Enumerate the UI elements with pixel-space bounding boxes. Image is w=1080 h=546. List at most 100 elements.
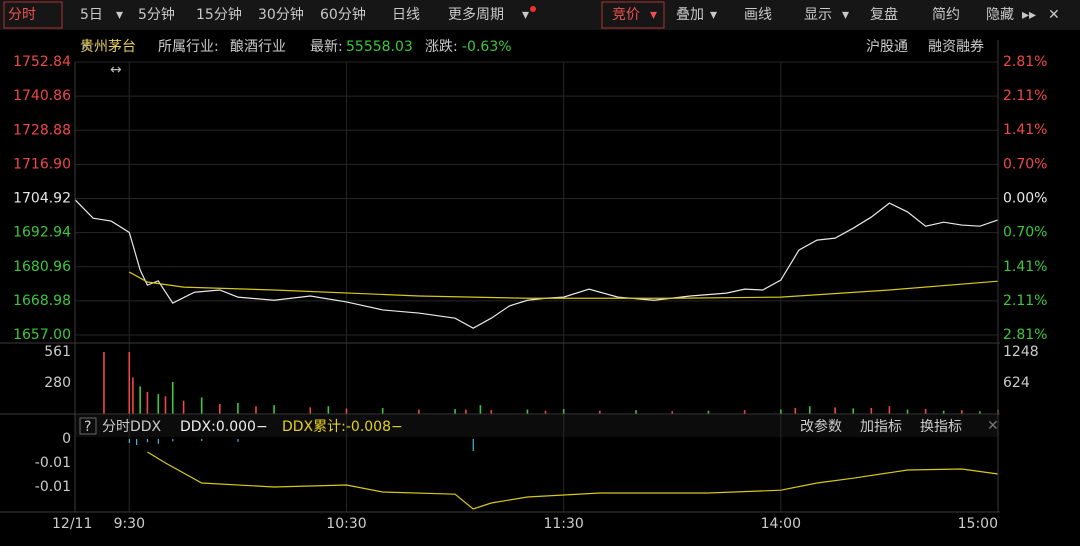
x-tick-label: 10:30 bbox=[326, 516, 366, 532]
y-tick-label: 561 bbox=[44, 344, 71, 360]
tab[interactable]: 画线 bbox=[744, 7, 772, 23]
dot bbox=[530, 6, 536, 12]
info-industry: 酿酒行业 bbox=[230, 39, 286, 55]
ddx-value: DDX:0.000− bbox=[180, 419, 268, 435]
y2-tick-label: 1.41% bbox=[1003, 259, 1047, 275]
volume-bar bbox=[635, 410, 637, 414]
ddx-bar bbox=[157, 439, 159, 444]
tab[interactable]: 简约 bbox=[932, 6, 960, 23]
caret: ▾ bbox=[650, 7, 657, 23]
y2-tick-label: 2.81% bbox=[1003, 327, 1047, 343]
help[interactable]: ? bbox=[84, 419, 91, 435]
ddx-bar bbox=[172, 439, 174, 442]
tab[interactable]: 5日 bbox=[80, 7, 103, 23]
tab[interactable]: 显示 bbox=[804, 7, 832, 23]
active-tab bbox=[601, 1, 665, 29]
tab[interactable]: 日线 bbox=[392, 7, 420, 23]
volume-bar bbox=[171, 381, 174, 414]
y-tick-label: 1752.84 bbox=[13, 54, 71, 70]
button[interactable]: 改参数 bbox=[800, 418, 842, 435]
volume-bar bbox=[139, 386, 141, 414]
y2-tick-label: 0.70% bbox=[1003, 156, 1047, 172]
info-latest-label: 最新: bbox=[310, 39, 343, 55]
volume-bar bbox=[132, 377, 134, 414]
x-tick-label: 11:30 bbox=[543, 516, 583, 532]
tab[interactable]: 60分钟 bbox=[320, 6, 366, 23]
volume-bar bbox=[273, 405, 275, 414]
link[interactable]: 融资融券 bbox=[928, 39, 984, 55]
volume-bar bbox=[526, 409, 529, 414]
volume-bar bbox=[128, 352, 131, 414]
button[interactable]: 加指标 bbox=[860, 419, 902, 435]
tab[interactable]: 复盘 bbox=[870, 6, 898, 23]
tab[interactable]: 5分钟 bbox=[138, 6, 175, 23]
volume-bar bbox=[888, 406, 891, 414]
y-tick-label: 1728.88 bbox=[13, 122, 71, 138]
volume-bar bbox=[418, 409, 420, 414]
line bbox=[129, 271, 999, 299]
tab[interactable]: 15分钟 bbox=[196, 6, 242, 23]
icon: ▸▸ bbox=[1022, 7, 1036, 23]
volume-bar bbox=[327, 406, 330, 414]
info-name: 贵州茅台 bbox=[80, 39, 136, 55]
caret: ▾ bbox=[842, 7, 849, 23]
line bbox=[74, 199, 999, 329]
ddx-bar bbox=[201, 439, 203, 441]
tab[interactable]: 竞价 bbox=[612, 6, 640, 23]
volume-bar bbox=[479, 405, 482, 414]
tab[interactable]: 30分钟 bbox=[258, 6, 304, 23]
volume-bar bbox=[454, 409, 456, 414]
volume-bar bbox=[870, 407, 873, 414]
volume-bar bbox=[157, 394, 160, 414]
ddx-total: DDX累计:-0.008− bbox=[282, 419, 403, 435]
info-change: -0.63% bbox=[462, 39, 512, 55]
y-tick-label: 1657.00 bbox=[13, 327, 71, 343]
volume-bar bbox=[671, 411, 674, 414]
x-tick-label: 14:00 bbox=[761, 516, 801, 532]
date: 12/11 bbox=[52, 516, 92, 532]
close-icon: ✕ bbox=[80, 39, 92, 55]
ddx-header bbox=[75, 415, 998, 437]
ddx-bar bbox=[128, 439, 130, 443]
volume-bar bbox=[961, 410, 963, 414]
volume-bar bbox=[924, 409, 927, 414]
volume-bar bbox=[808, 406, 811, 414]
y-tick-label: 1668.98 bbox=[13, 293, 71, 309]
ddx-bar bbox=[146, 439, 149, 443]
y-tick-label: -0.01 bbox=[35, 479, 71, 495]
x-tick-label: 15:00 bbox=[958, 516, 998, 532]
volume-bar bbox=[544, 410, 547, 414]
y2-tick-label: 2.11% bbox=[1003, 293, 1047, 309]
y-tick-label: -0.01 bbox=[35, 455, 71, 471]
volume-bar bbox=[906, 409, 909, 414]
close-icon: ✕ bbox=[987, 418, 999, 434]
caret: ▾ bbox=[710, 7, 717, 23]
tab[interactable]: 分时 bbox=[8, 7, 36, 23]
tab[interactable]: 更多周期 bbox=[448, 6, 504, 23]
icon: ✕ bbox=[1048, 7, 1060, 23]
y-tick-label: 1740.86 bbox=[13, 88, 71, 104]
volume-bar bbox=[490, 410, 493, 414]
help-box bbox=[79, 417, 97, 435]
volume-bar bbox=[381, 407, 384, 414]
volume-bar bbox=[599, 410, 601, 414]
volume-bar bbox=[146, 391, 149, 414]
volume-bar bbox=[465, 409, 467, 414]
link[interactable]: 沪股通 bbox=[866, 39, 908, 55]
drag-icon: ↔ bbox=[110, 62, 122, 78]
volume-bar bbox=[794, 407, 797, 414]
volume-bar bbox=[237, 402, 239, 414]
volume-bar bbox=[743, 410, 746, 414]
tab[interactable]: 叠加 bbox=[676, 7, 704, 23]
ddx-title: 分时DDX bbox=[102, 419, 162, 435]
info-change-label: 涨跌: bbox=[425, 39, 458, 55]
volume-bar bbox=[164, 396, 167, 414]
y2-tick-label: 624 bbox=[1003, 375, 1030, 391]
volume-bar bbox=[834, 407, 836, 414]
tab[interactable]: 隐藏 bbox=[986, 7, 1014, 23]
volume-bar bbox=[200, 397, 203, 414]
y2-tick-label: 2.81% bbox=[1003, 54, 1047, 70]
button[interactable]: 换指标 bbox=[920, 418, 962, 435]
toolbar-bg bbox=[0, 0, 1080, 30]
